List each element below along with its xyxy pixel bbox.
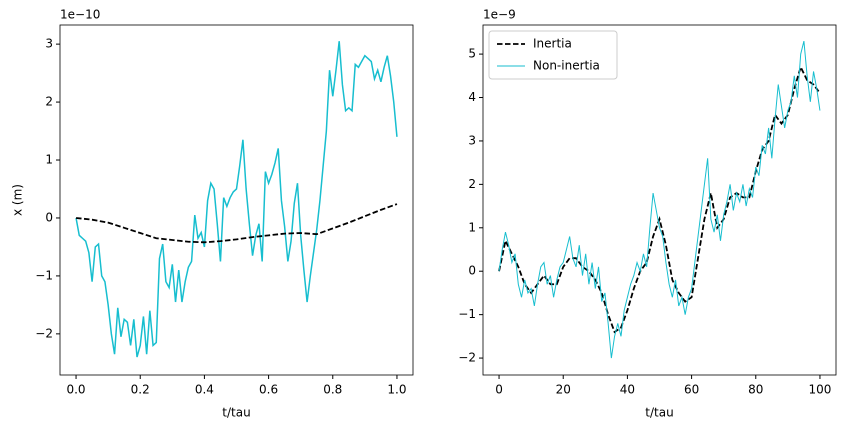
legend-box [488,30,618,80]
y-tick-label: −2 [458,351,476,365]
x-tick-label: 40 [620,383,635,397]
legend-label: Inertia [533,37,572,51]
y-tick-label: 0 [45,210,53,224]
x-axis-label: t/tau [222,406,250,420]
y-tick-label: 5 [468,47,476,61]
x-tick-label: 60 [684,383,699,397]
series-line [498,64,821,334]
x-tick-label: 0.4 [195,383,214,397]
y-tick-label: 1 [468,220,476,234]
x-tick-label: 0 [495,383,503,397]
y-tick-label: 3 [45,37,53,51]
y-tick-label: 3 [468,133,476,147]
x-tick-label: 0.0 [66,383,85,397]
axes-frame [482,24,837,376]
y-tick-label: 2 [468,177,476,191]
plot-area [498,40,821,359]
x-tick-label: 0.2 [131,383,150,397]
series-line [75,203,398,244]
x-tick-label: 1.0 [387,383,406,397]
y-tick-label: 0 [468,264,476,278]
y-tick-label: 4 [468,90,476,104]
offset-text: 1e−10 [60,8,100,22]
x-tick-label: 20 [556,383,571,397]
x-tick-label: 80 [748,383,763,397]
axes-frame [59,24,414,376]
legend-label: Non-inertia [533,59,600,73]
y-tick-label: −1 [35,268,53,282]
offset-text: 1e−9 [483,8,516,22]
x-tick-label: 0.6 [259,383,278,397]
x-tick-label: 100 [809,383,832,397]
x-tick-label: 0.8 [323,383,342,397]
x-axis-label: t/tau [645,406,673,420]
y-tick-label: 1 [45,153,53,167]
y-tick-label: −2 [35,326,53,340]
plot-area [75,41,398,358]
series-line [75,41,398,358]
y-tick-label: −1 [458,307,476,321]
y-axis-label: x (m) [11,184,25,216]
y-tick-label: 2 [45,95,53,109]
series-line [498,40,821,359]
